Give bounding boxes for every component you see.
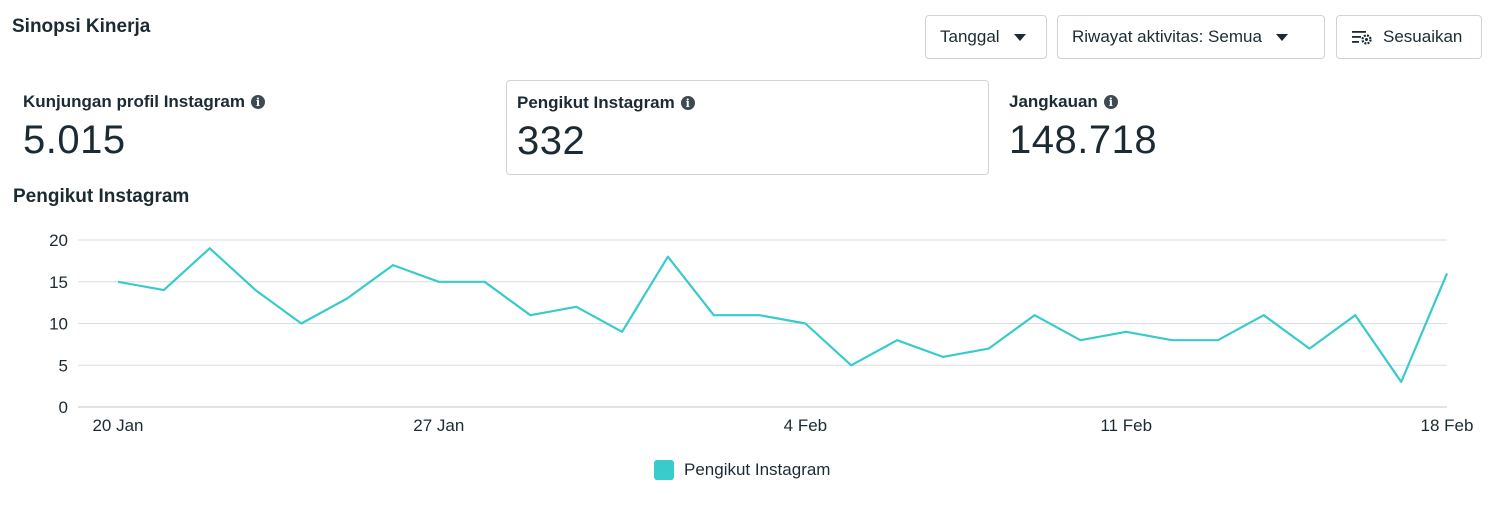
data-point[interactable] [1122, 328, 1130, 336]
data-point[interactable] [1306, 345, 1314, 353]
chart-title: Pengikut Instagram [13, 186, 190, 207]
date-button-label: Tanggal [940, 27, 1000, 46]
x-tick-label: 11 Feb [1100, 416, 1152, 435]
y-tick-label: 20 [49, 231, 68, 250]
data-point[interactable] [481, 278, 489, 286]
data-point[interactable] [389, 261, 397, 269]
data-point[interactable] [526, 311, 534, 319]
legend-label: Pengikut Instagram [684, 460, 831, 479]
metric-label: Kunjungan profil Instagram [23, 92, 245, 111]
data-point[interactable] [435, 278, 443, 286]
y-tick-label: 0 [59, 398, 68, 417]
data-point[interactable] [939, 353, 947, 361]
caret-down-icon [1013, 33, 1026, 41]
data-point[interactable] [893, 336, 901, 344]
data-point[interactable] [1076, 336, 1084, 344]
data-point[interactable] [985, 345, 993, 353]
metric-label-row: Pengikut Instagram i [517, 93, 978, 113]
data-point[interactable] [251, 286, 259, 294]
data-point[interactable] [114, 278, 122, 286]
x-tick-label: 18 Feb [1421, 416, 1474, 435]
info-icon[interactable]: i [1103, 95, 1118, 109]
x-tick-label: 27 Jan [413, 416, 464, 435]
y-axis-ticks: 0 5 10 15 20 [49, 231, 68, 417]
metric-label: Jangkauan [1009, 92, 1098, 111]
data-point[interactable] [206, 244, 214, 252]
metric-card-reach[interactable]: Jangkauan i 148.718 [999, 80, 1479, 175]
metric-label-row: Jangkauan i [1009, 92, 1469, 112]
customize-button[interactable]: Sesuaikan [1336, 15, 1482, 59]
customize-button-label: Sesuaikan [1383, 27, 1463, 46]
data-point[interactable] [801, 320, 809, 328]
data-point[interactable] [618, 328, 626, 336]
data-point[interactable] [1214, 336, 1222, 344]
info-icon[interactable]: i [680, 96, 695, 110]
x-tick-label: 4 Feb [784, 416, 827, 435]
legend-swatch [654, 460, 674, 480]
caret-down-icon [1275, 33, 1288, 41]
data-point[interactable] [1168, 336, 1176, 344]
x-axis-ticks: 20 Jan 27 Jan 4 Feb 11 Feb 18 Feb [92, 416, 1473, 435]
chart-legend[interactable]: Pengikut Instagram [654, 460, 830, 480]
series-line-followers[interactable] [117, 247, 1449, 383]
followers-line-chart: 0 5 10 15 20 20 Jan 27 Jan 4 Feb 11 Feb 18 Feb [49, 231, 1473, 435]
data-point[interactable] [343, 294, 351, 302]
activity-history-dropdown-button[interactable]: Riwayat aktivitas: Semua [1057, 15, 1325, 59]
y-tick-label: 10 [49, 315, 68, 334]
customize-settings-icon [1352, 31, 1372, 45]
metric-card-followers[interactable]: Pengikut Instagram i 332 [506, 80, 989, 175]
data-point[interactable] [1031, 311, 1039, 319]
data-point[interactable] [1351, 311, 1359, 319]
chart-grid [78, 239, 1447, 408]
y-tick-label: 15 [49, 273, 68, 292]
data-point[interactable] [847, 361, 855, 369]
activity-button-label: Riwayat aktivitas: Semua [1072, 27, 1262, 46]
metric-value: 148.718 [1009, 118, 1158, 162]
data-point[interactable] [572, 303, 580, 311]
data-point[interactable] [1260, 311, 1268, 319]
data-point[interactable] [297, 320, 305, 328]
data-point[interactable] [1397, 378, 1405, 386]
data-point[interactable] [160, 286, 168, 294]
data-point[interactable] [664, 253, 672, 261]
metric-label-row: Kunjungan profil Instagram i [23, 92, 483, 112]
metric-value: 5.015 [23, 118, 126, 162]
page-title: Sinopsi Kinerja [12, 16, 151, 37]
metric-card-profile-visits[interactable]: Kunjungan profil Instagram i 5.015 [13, 80, 493, 175]
data-point[interactable] [1443, 269, 1451, 277]
data-point[interactable] [710, 311, 718, 319]
chart-series [114, 244, 1451, 386]
x-tick-label: 20 Jan [92, 416, 143, 435]
data-point[interactable] [756, 311, 764, 319]
metric-value: 332 [517, 119, 586, 163]
y-tick-label: 5 [59, 356, 68, 375]
date-dropdown-button[interactable]: Tanggal [925, 15, 1047, 59]
info-icon[interactable]: i [250, 95, 265, 109]
metric-label: Pengikut Instagram [517, 93, 675, 112]
